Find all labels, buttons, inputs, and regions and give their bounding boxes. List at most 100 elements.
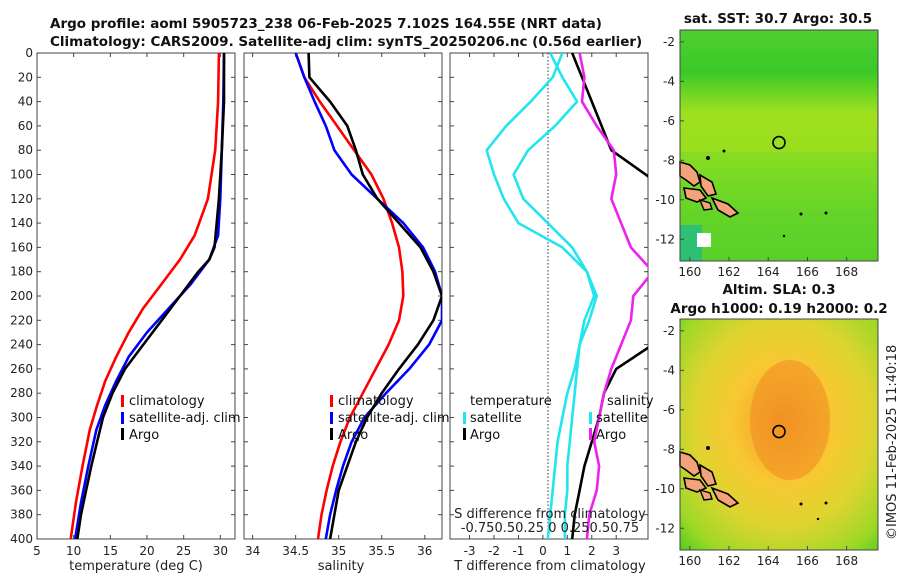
salinity-panel: 34 34.5 35 35.5 36 salinity climatology sate… (243, 52, 450, 574)
main-title-line1: Argo profile: aoml 5905723_238 06-Feb-20… (50, 16, 602, 32)
y-tick-label: 300 (10, 411, 33, 425)
lat-tick-label: -4 (663, 74, 675, 88)
lon-tick-label: 162 (718, 554, 741, 568)
y-tick-label: 100 (10, 168, 33, 182)
lon-tick-label: 166 (796, 265, 819, 279)
lat-tick-label: -10 (655, 482, 675, 496)
legend-swatch-temp-argo (463, 428, 466, 440)
y-tick-label: 400 (10, 532, 33, 546)
legend-label-sal-argo: Argo (596, 428, 626, 443)
lat-tick-label: -8 (663, 153, 675, 167)
x-tick-label: 30 (213, 544, 228, 558)
temperature-xlabel: temperature (deg C) (69, 559, 203, 574)
lon-tick-label: 168 (835, 554, 858, 568)
x-tick-label: 1 (564, 544, 572, 558)
x-tick-label: -1 (512, 544, 524, 558)
sst-map-frame (679, 29, 879, 262)
lat-tick-label: -6 (663, 114, 675, 128)
x-tick-label: 34 (245, 544, 260, 558)
sst-map-title: sat. SST: 30.7 Argo: 30.5 (684, 11, 872, 27)
lat-tick-label: -12 (655, 232, 675, 246)
legend-swatch-satellite (121, 412, 124, 424)
y-tick-label: 160 (10, 240, 33, 254)
imos-timestamp: ©IMOS 11-Feb-2025 11:40:18 (885, 345, 900, 540)
difference-panel: -3 -2 -1 0 1 2 3 S difference from climatology… (449, 52, 654, 574)
sla-high-anomaly (750, 360, 830, 480)
series-line-argo (307, 53, 442, 539)
x-tick-label: 3 (612, 544, 620, 558)
x-tick-label: 0 (539, 544, 547, 558)
x-tick-label: 35 (331, 544, 346, 558)
y-tick-label: 0 (25, 46, 33, 60)
legend-label-climatology: climatology (338, 394, 414, 409)
legend-label-climatology: climatology (129, 394, 205, 409)
y-tick-label: 80 (18, 143, 33, 157)
sla-map-subtitle: Argo h1000: 0.19 h2000: 0.2 (670, 301, 887, 317)
legend-label-satellite: satellite-adj. clim (129, 411, 241, 426)
legend-title-salinity: salinity (607, 394, 654, 409)
lat-tick-label: -10 (655, 193, 675, 207)
solomon-islands-land (679, 149, 828, 238)
y-tick-label: 360 (10, 483, 33, 497)
sst-warm-band (680, 112, 878, 152)
legend-title-temperature: temperature (470, 394, 552, 409)
main-title-line2: Climatology: CARS2009. Satellite-adj cli… (50, 34, 642, 50)
series-line-salinity-satellite (512, 53, 599, 539)
lat-tick-label: -6 (663, 403, 675, 417)
sla-lon-ticks: 160 162 164 166 168 (678, 546, 858, 568)
series-line-climatology (69, 53, 221, 539)
x-tick-label: 2 (588, 544, 596, 558)
sst-lon-ticks: 160 162 164 166 168 (678, 257, 858, 279)
y-tick-label: 180 (10, 265, 33, 279)
salinity-xlabel: salinity (318, 559, 365, 574)
legend-swatch-argo (330, 428, 333, 440)
x-tick-label: -3 (464, 544, 476, 558)
lon-tick-label: 168 (835, 265, 858, 279)
lon-tick-label: 164 (757, 554, 780, 568)
legend-swatch-temp-satellite (463, 412, 466, 424)
x-tick-label: 35.5 (368, 544, 395, 558)
temperature-legend: climatology satellite-adj. clim Argo (121, 394, 241, 443)
y-tick-label: 380 (10, 508, 33, 522)
legend-label-satellite: satellite-adj. clim (338, 411, 450, 426)
argo-location-marker (772, 424, 786, 439)
lat-tick-label: -2 (663, 35, 675, 49)
difference-xlabel: T difference from climatology (453, 559, 646, 574)
lon-tick-label: 166 (796, 554, 819, 568)
x-tick-label: 25 (176, 544, 191, 558)
legend-label-argo: Argo (338, 428, 368, 443)
x-tick-label: 34.5 (282, 544, 309, 558)
y-tick-label: 60 (18, 119, 33, 133)
lat-tick-label: -2 (663, 324, 675, 338)
x-tick-label: 15 (103, 544, 118, 558)
legend-label-argo: Argo (129, 428, 159, 443)
y-tick-label: 20 (18, 70, 33, 84)
temperature-axes-box (36, 52, 236, 540)
legend-swatch-sal-argo (589, 428, 592, 440)
salinity-tick-labels: 34 34.5 35 35.5 36 (244, 52, 442, 558)
sst-lat-ticks: -2 -4 -6 -8 -10 -12 (655, 35, 684, 246)
series-line-temperature-argo (570, 53, 648, 539)
salinity-legend: climatology satellite-adj. clim Argo (330, 394, 450, 443)
lat-tick-label: -8 (663, 442, 675, 456)
y-tick-label: 260 (10, 362, 33, 376)
sla-map-frame (679, 318, 879, 551)
series-line-argo (76, 53, 226, 539)
legend-label-sal-satellite: satellite (596, 411, 648, 426)
x-tick-label: 20 (139, 544, 154, 558)
series-line-climatology (294, 53, 405, 539)
y-tick-label: 340 (10, 459, 33, 473)
argo-location-marker (772, 135, 786, 150)
sst-missing-data (697, 233, 711, 247)
lon-tick-label: 164 (757, 265, 780, 279)
x-tick-label: 5 (33, 544, 41, 558)
s-difference-label: S difference from climatology (454, 507, 646, 522)
s-difference-ticks: -0.750.50.25 0 0.250.50.75 (461, 521, 639, 536)
sst-cool-patch (680, 225, 702, 261)
legend-swatch-satellite (330, 412, 333, 424)
series-line-temperature-satellite (485, 53, 596, 539)
y-tick-label: 320 (10, 435, 33, 449)
legend-label-temp-satellite: satellite (470, 411, 522, 426)
difference-tick-labels: -3 -2 -1 0 1 2 3 (450, 52, 648, 558)
